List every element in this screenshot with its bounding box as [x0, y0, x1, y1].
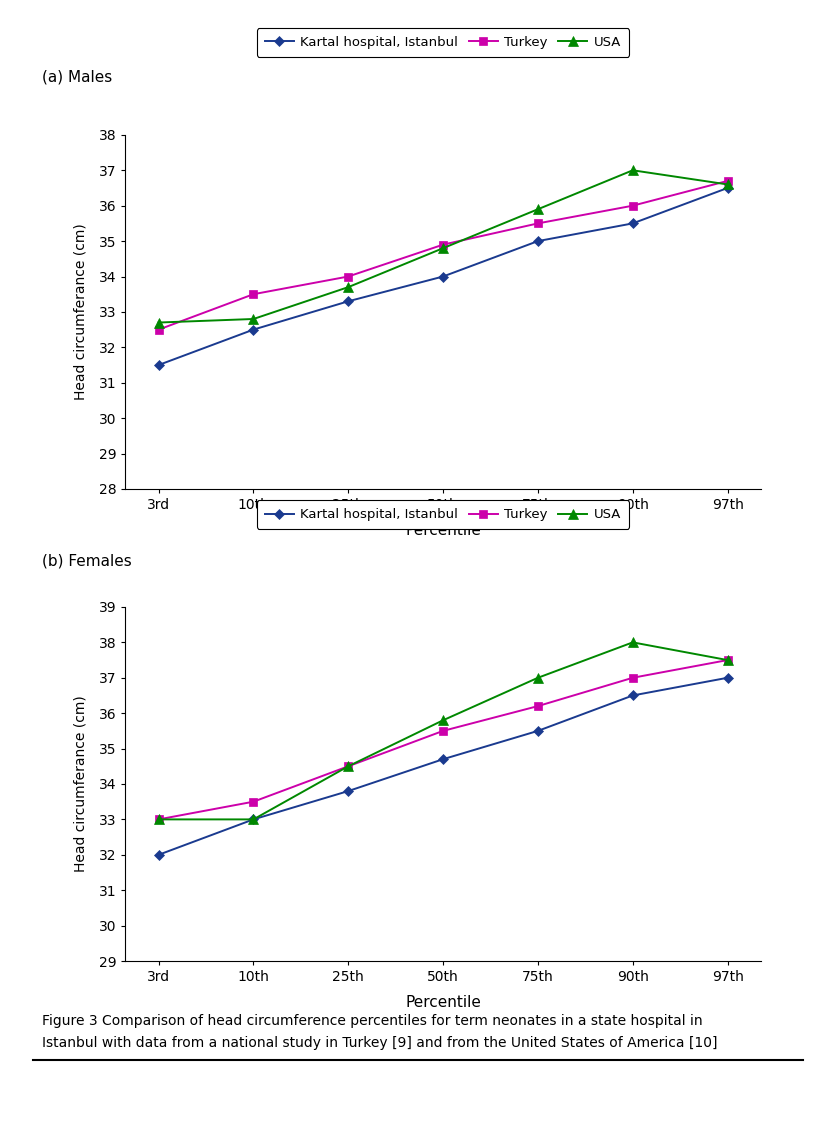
USA	[628, 636, 638, 650]
Y-axis label: Head circumferance (cm): Head circumferance (cm)	[74, 224, 88, 400]
USA	[344, 280, 354, 293]
USA	[533, 202, 543, 216]
Turkey	[438, 238, 448, 252]
USA	[438, 242, 448, 255]
Turkey	[628, 671, 638, 685]
USA	[248, 813, 258, 826]
Legend: Kartal hospital, Istanbul, Turkey, USA: Kartal hospital, Istanbul, Turkey, USA	[257, 500, 630, 529]
Turkey	[722, 174, 732, 188]
USA	[248, 312, 258, 326]
Kartal hospital, Istanbul	[438, 752, 448, 765]
Turkey	[438, 724, 448, 737]
Text: (a) Males: (a) Males	[42, 70, 112, 84]
Line: USA: USA	[154, 165, 732, 327]
USA	[722, 653, 732, 667]
Y-axis label: Head circumferance (cm): Head circumferance (cm)	[74, 696, 88, 872]
USA	[154, 316, 164, 329]
Kartal hospital, Istanbul	[248, 323, 258, 336]
USA	[344, 760, 354, 773]
Text: Figure 3 Comparison of head circumference percentiles for term neonates in a sta: Figure 3 Comparison of head circumferenc…	[42, 1014, 702, 1027]
Kartal hospital, Istanbul	[154, 359, 164, 372]
Kartal hospital, Istanbul	[722, 181, 732, 194]
Kartal hospital, Istanbul	[722, 671, 732, 685]
Turkey	[533, 217, 543, 230]
Legend: Kartal hospital, Istanbul, Turkey, USA: Kartal hospital, Istanbul, Turkey, USA	[257, 28, 630, 57]
Turkey	[248, 795, 258, 808]
Text: (b) Females: (b) Females	[42, 553, 131, 568]
Kartal hospital, Istanbul	[533, 724, 543, 737]
USA	[628, 164, 638, 178]
Kartal hospital, Istanbul	[154, 847, 164, 861]
Turkey	[154, 323, 164, 336]
Turkey	[248, 288, 258, 301]
Turkey	[722, 653, 732, 667]
Turkey	[628, 199, 638, 212]
Turkey	[344, 760, 354, 773]
Kartal hospital, Istanbul	[248, 813, 258, 826]
Kartal hospital, Istanbul	[628, 689, 638, 702]
Kartal hospital, Istanbul	[533, 235, 543, 248]
Text: Istanbul with data from a national study in Turkey [9] and from the United State: Istanbul with data from a national study…	[42, 1036, 717, 1050]
Line: Turkey: Turkey	[155, 178, 731, 334]
USA	[533, 671, 543, 685]
Line: Kartal hospital, Istanbul: Kartal hospital, Istanbul	[155, 674, 731, 859]
Line: Kartal hospital, Istanbul: Kartal hospital, Istanbul	[155, 184, 731, 369]
X-axis label: Percentile: Percentile	[405, 995, 481, 1010]
USA	[438, 714, 448, 727]
Line: USA: USA	[154, 637, 732, 824]
Kartal hospital, Istanbul	[344, 294, 354, 308]
Line: Turkey: Turkey	[155, 656, 731, 823]
X-axis label: Percentile: Percentile	[405, 523, 481, 538]
Kartal hospital, Istanbul	[628, 217, 638, 230]
Turkey	[344, 270, 354, 283]
Turkey	[533, 699, 543, 713]
Turkey	[154, 813, 164, 826]
Kartal hospital, Istanbul	[438, 270, 448, 283]
Kartal hospital, Istanbul	[344, 785, 354, 798]
USA	[722, 178, 732, 191]
USA	[154, 813, 164, 826]
